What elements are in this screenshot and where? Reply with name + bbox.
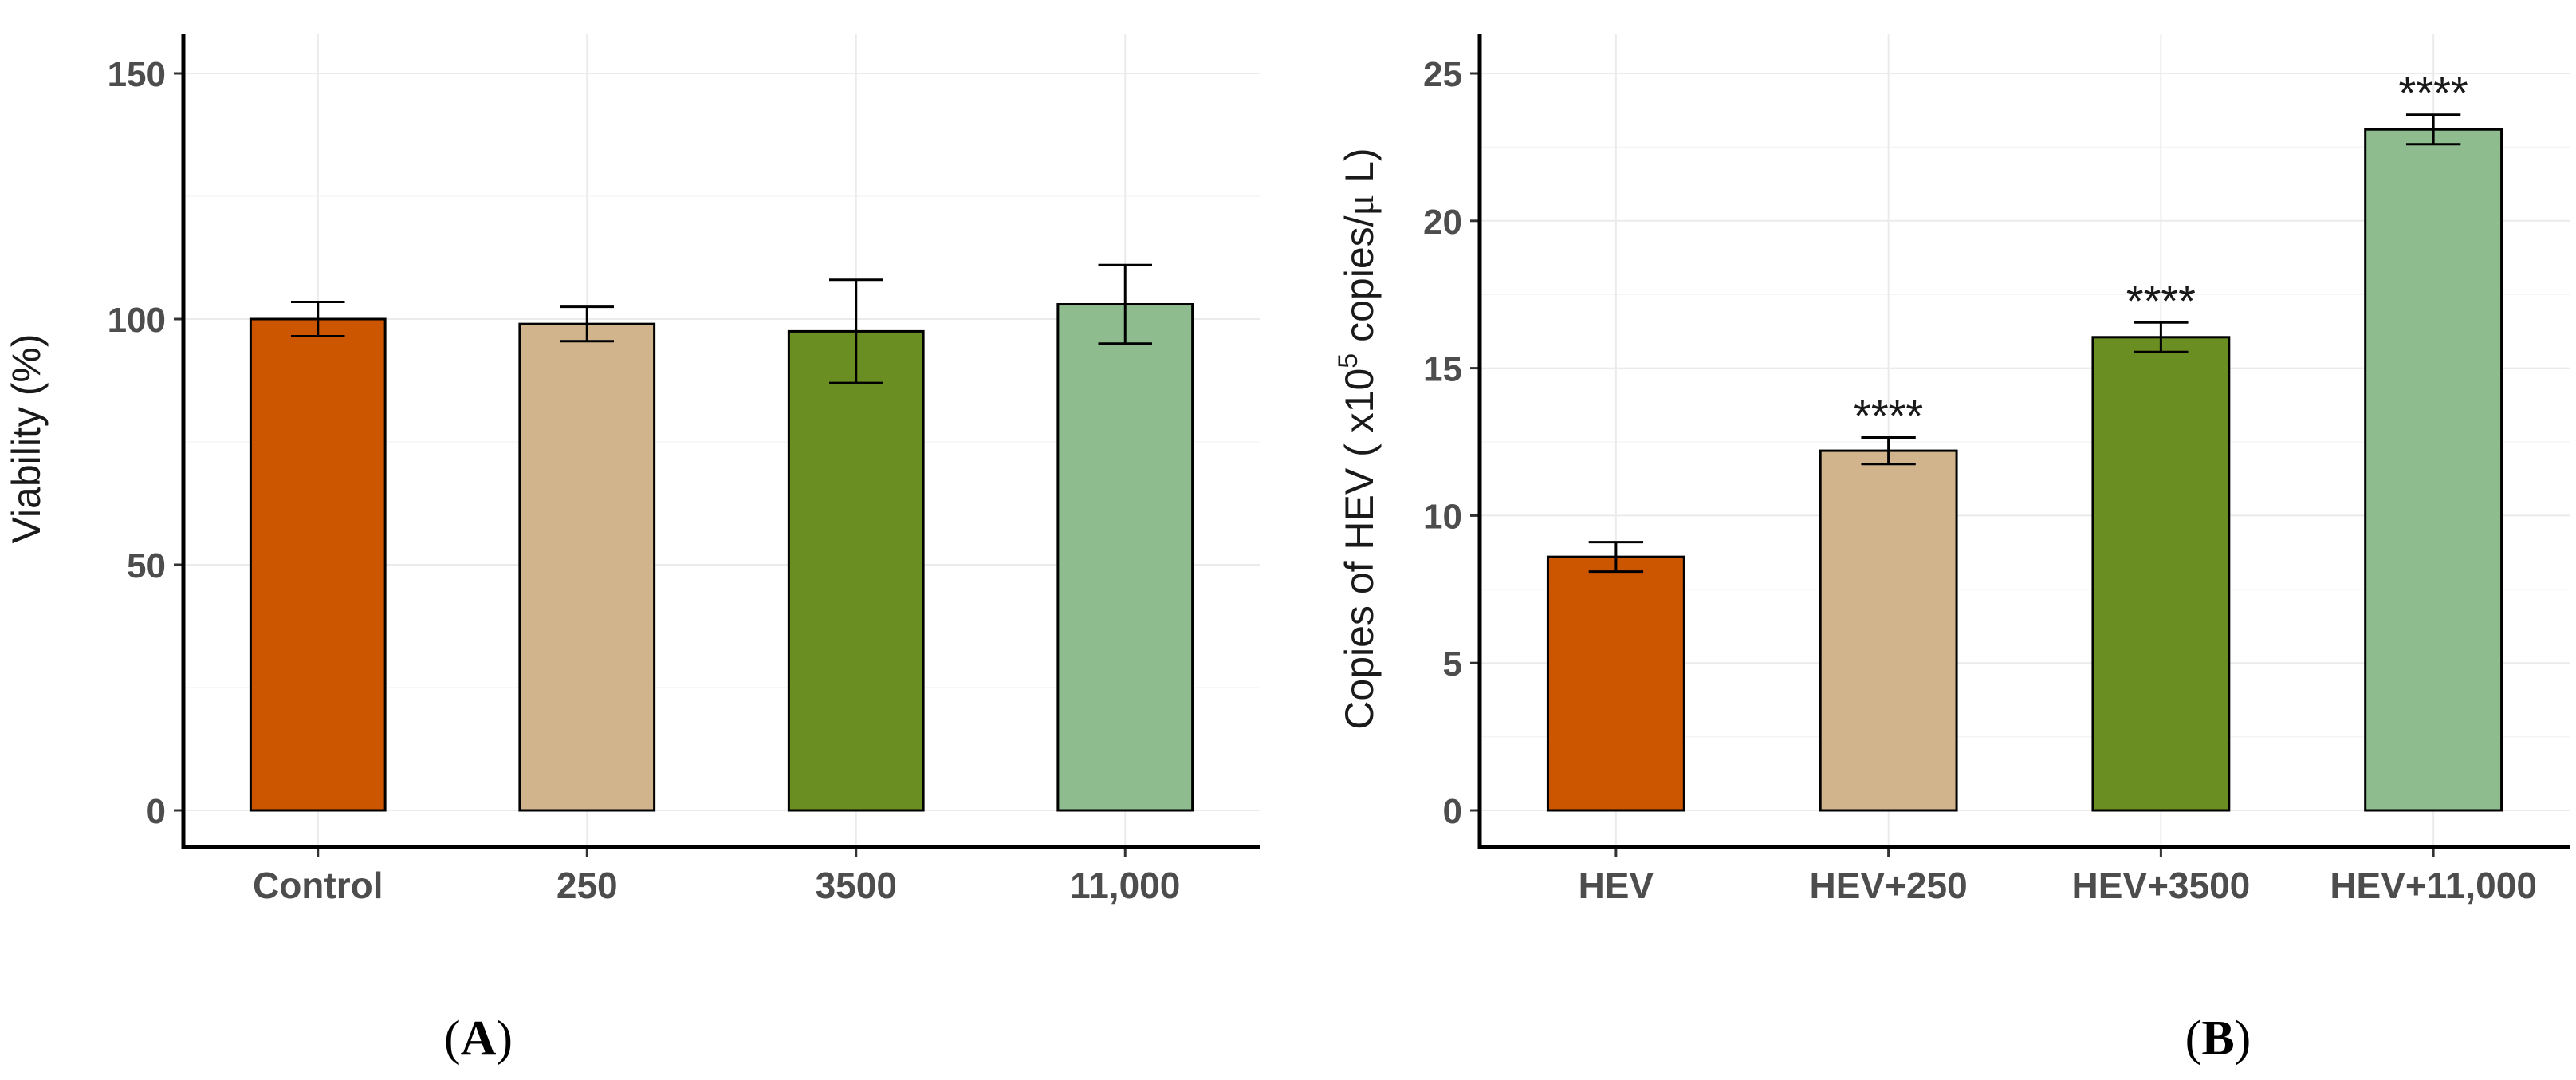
y-tick-label: 20 — [1423, 203, 1462, 242]
panel-a-x-ticks: Control 250 3500 11,000 — [253, 847, 1180, 906]
y-tick-label: 100 — [108, 301, 166, 340]
y-tick-label: 0 — [1443, 792, 1462, 831]
panel-b-ylabel-mu: μ — [1337, 195, 1382, 216]
x-tick-label: 11,000 — [1070, 865, 1180, 906]
x-tick-label: 250 — [556, 865, 618, 906]
x-tick-label: HEV+250 — [1810, 865, 1968, 906]
panel-a-label-letter: A — [461, 1011, 497, 1066]
y-tick-label: 15 — [1423, 350, 1462, 389]
panel-a-bars — [249, 303, 1194, 812]
panel-b-bars — [1546, 128, 2503, 812]
panel-b-ylabel-unit: L) — [1337, 148, 1382, 194]
x-tick-label: Control — [253, 865, 383, 906]
panel-a-label: (A) — [444, 1011, 513, 1066]
error-bar — [829, 278, 883, 384]
bar-hev-11-000 — [2364, 128, 2503, 812]
panel-a-chart: 0 50 100 150 Control 250 3500 11,000 Viability… — [4, 34, 1260, 1066]
y-tick-label: 25 — [1423, 55, 1462, 94]
y-tick-label: 0 — [147, 792, 166, 831]
error-bar — [1861, 436, 1916, 466]
error-bar — [1098, 263, 1152, 345]
panel-a-y-axis-title: Viability (%) — [4, 333, 49, 543]
error-bar — [1588, 541, 1644, 574]
panel-b-chart: **** **** **** 0 5 10 15 20 25 HEV HEV+250 HEV+35… — [1333, 34, 2570, 1066]
panel-b-ylabel-suffix: copies/ — [1337, 215, 1382, 353]
x-tick-label: HEV+3500 — [2071, 865, 2250, 906]
significance-label: **** — [1854, 390, 1923, 440]
error-bar — [291, 300, 345, 338]
x-tick-label: 3500 — [816, 865, 897, 906]
bar-hev-250 — [1819, 449, 1958, 812]
x-tick-label: HEV — [1579, 865, 1654, 906]
panel-b-y-ticks: 0 5 10 15 20 25 — [1423, 55, 1480, 831]
bar-hev — [1546, 555, 1685, 812]
panel-b-label: (B) — [2185, 1011, 2252, 1066]
significance-label: **** — [2126, 275, 2196, 325]
bar-250 — [518, 322, 656, 812]
bar-11-000 — [1056, 303, 1194, 812]
bar-3500 — [787, 329, 925, 812]
panel-b-significance-labels: **** **** **** — [1854, 68, 2468, 441]
x-tick-label: HEV+11,000 — [2330, 865, 2537, 906]
y-tick-label: 10 — [1423, 497, 1462, 536]
y-tick-label: 5 — [1443, 644, 1462, 684]
y-tick-label: 50 — [127, 546, 166, 585]
y-tick-label: 150 — [108, 55, 166, 94]
error-bar — [2134, 321, 2189, 353]
bar-hev-3500 — [2091, 336, 2231, 812]
panel-b-error-bars — [1588, 113, 2461, 574]
error-bar — [560, 305, 614, 343]
error-bar — [2405, 113, 2461, 146]
panel-b-label-letter: B — [2201, 1011, 2234, 1066]
panel-b-x-ticks: HEV HEV+250 HEV+3500 HEV+11,000 — [1579, 847, 2537, 906]
panel-a-y-ticks: 0 50 100 150 — [108, 55, 183, 831]
significance-label: **** — [2399, 68, 2468, 118]
bar-control — [249, 317, 387, 812]
panel-b-ylabel-superscript: 5 — [1333, 353, 1363, 369]
panel-b-y-axis-title: Copies of HEV ( x105 copies/μ L) — [1333, 148, 1382, 729]
panel-b-ylabel-prefix: Copies of HEV ( x10 — [1337, 369, 1382, 730]
panel-a-error-bars — [291, 263, 1152, 384]
